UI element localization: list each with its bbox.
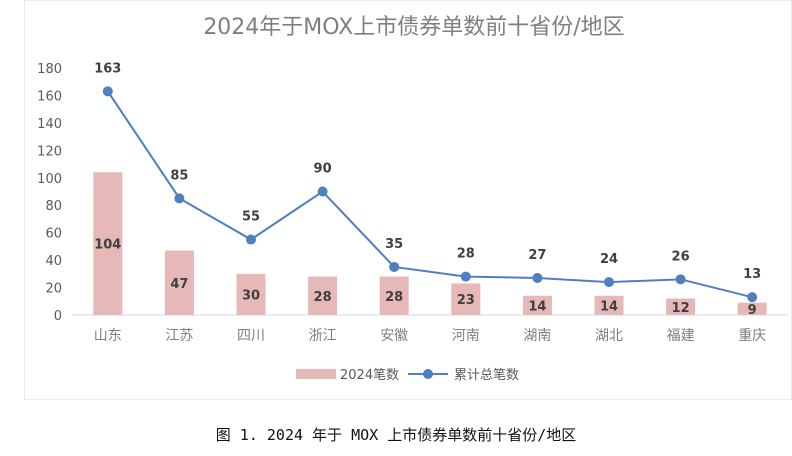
bar-value-label: 23 xyxy=(457,293,475,308)
bar xyxy=(164,250,194,315)
bar-value-label: 30 xyxy=(242,288,260,303)
bar-value-label: 104 xyxy=(94,238,121,253)
line-point xyxy=(317,186,328,197)
legend-bar-swatch xyxy=(296,369,336,379)
bar-data-labels: 104 47 30 28 28 23 14 14 12 9 xyxy=(94,238,756,318)
y-tick-label: 140 xyxy=(37,117,62,132)
chart-title: 2024年于MOX上市债券单数前十省份/地区 xyxy=(203,15,624,40)
bar-series xyxy=(93,172,767,315)
legend-bar-label: 2024笔数 xyxy=(340,367,399,383)
bar-value-label: 14 xyxy=(528,299,546,314)
line-value-label: 27 xyxy=(528,248,546,263)
line-series: 163 85 55 90 35 28 27 24 26 13 xyxy=(94,61,761,303)
x-category-label: 河南 xyxy=(452,328,480,344)
y-tick-label: 60 xyxy=(45,227,62,242)
legend-line-label: 累计总笔数 xyxy=(454,367,519,383)
line-point xyxy=(389,261,400,272)
line-value-label: 85 xyxy=(170,168,188,183)
line-point xyxy=(102,86,113,97)
y-tick-label: 160 xyxy=(37,89,62,104)
line-point xyxy=(174,193,185,204)
line-value-label: 13 xyxy=(743,267,761,282)
x-category-label: 江苏 xyxy=(165,328,193,344)
y-tick-label: 20 xyxy=(45,282,62,297)
bar-value-label: 12 xyxy=(672,301,690,316)
bar-value-label: 14 xyxy=(600,299,618,314)
bar xyxy=(93,172,123,315)
line-point xyxy=(460,271,471,282)
y-tick-label: 100 xyxy=(37,172,62,187)
x-category-label: 四川 xyxy=(237,328,265,344)
line-value-label: 28 xyxy=(457,247,475,262)
bar xyxy=(236,273,266,315)
x-category-label: 福建 xyxy=(667,328,695,344)
y-tick-label: 180 xyxy=(37,62,62,77)
bar xyxy=(666,298,696,315)
chart: 2024年于MOX上市债券单数前十省份/地区 0 20 40 60 80 100 120 14… xyxy=(37,15,788,383)
bar-value-label: 9 xyxy=(748,303,757,318)
line-value-label: 26 xyxy=(672,249,690,264)
bar xyxy=(379,276,409,315)
bar-value-label: 28 xyxy=(385,290,403,305)
line-value-label: 55 xyxy=(242,210,260,225)
bar xyxy=(451,283,481,315)
bar xyxy=(522,295,552,315)
y-axis-ticks: 0 20 40 60 80 100 120 140 160 180 xyxy=(37,62,62,324)
line-point xyxy=(747,292,758,303)
y-tick-label: 120 xyxy=(37,144,62,159)
line-point xyxy=(532,272,543,283)
bar-value-label: 47 xyxy=(170,277,188,292)
line-value-label: 24 xyxy=(600,252,618,267)
line-value-label: 35 xyxy=(385,237,403,252)
y-tick-label: 40 xyxy=(45,254,62,269)
y-tick-label: 0 xyxy=(54,309,62,324)
bar xyxy=(308,276,338,315)
line-value-label: 163 xyxy=(94,61,121,76)
bar xyxy=(737,302,767,315)
x-category-label: 浙江 xyxy=(309,328,337,344)
x-category-label: 山东 xyxy=(94,328,122,344)
figure-caption: 图 1. 2024 年于 MOX 上市债券单数前十省份/地区 xyxy=(215,426,577,444)
line-point xyxy=(675,274,686,285)
bar-value-label: 28 xyxy=(314,290,332,305)
line-point xyxy=(246,234,256,245)
x-category-label: 湖北 xyxy=(595,328,623,344)
legend: 2024笔数 累计总笔数 xyxy=(296,367,519,383)
line-path xyxy=(106,90,753,299)
legend-line-marker xyxy=(423,369,433,379)
line-point xyxy=(604,277,614,288)
line-value-label: 90 xyxy=(314,162,332,177)
x-axis-categories: 山东 江苏 四川 浙江 安徽 河南 湖南 湖北 福建 重庆 xyxy=(94,328,766,344)
x-category-label: 安徽 xyxy=(380,328,408,344)
y-tick-label: 80 xyxy=(45,199,62,214)
x-category-label: 重庆 xyxy=(738,328,766,344)
x-category-label: 湖南 xyxy=(523,328,551,344)
bar xyxy=(594,295,624,315)
